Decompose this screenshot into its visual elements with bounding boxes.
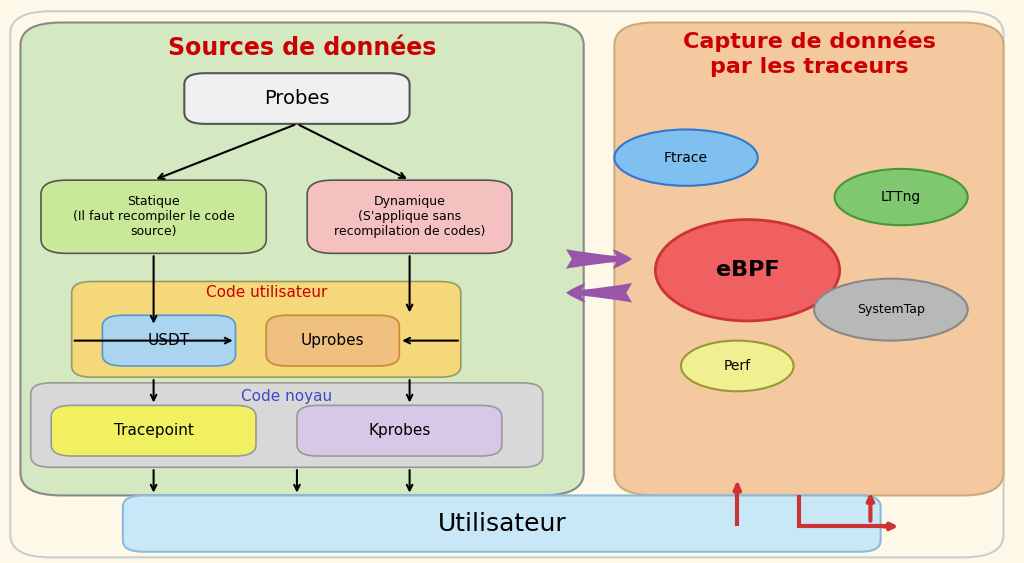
Text: Sources de données: Sources de données <box>168 36 436 60</box>
Text: Dynamique
(S'applique sans
recompilation de codes): Dynamique (S'applique sans recompilation… <box>334 195 485 238</box>
FancyBboxPatch shape <box>123 495 881 552</box>
FancyBboxPatch shape <box>297 405 502 456</box>
Text: Code utilisateur: Code utilisateur <box>206 285 327 300</box>
Text: Tracepoint: Tracepoint <box>114 423 194 438</box>
FancyBboxPatch shape <box>266 315 399 366</box>
FancyBboxPatch shape <box>102 315 236 366</box>
FancyBboxPatch shape <box>10 11 1004 557</box>
FancyBboxPatch shape <box>184 73 410 124</box>
FancyBboxPatch shape <box>31 383 543 467</box>
FancyBboxPatch shape <box>614 23 1004 495</box>
FancyBboxPatch shape <box>307 180 512 253</box>
Text: eBPF: eBPF <box>716 260 779 280</box>
FancyBboxPatch shape <box>72 282 461 377</box>
Text: SystemTap: SystemTap <box>857 303 925 316</box>
Ellipse shape <box>681 341 794 391</box>
Text: Kprobes: Kprobes <box>369 423 430 438</box>
Text: Statique
(Il faut recompiler le code
source): Statique (Il faut recompiler le code sou… <box>73 195 234 238</box>
Circle shape <box>655 220 840 321</box>
Ellipse shape <box>614 129 758 186</box>
Text: Uprobes: Uprobes <box>301 333 365 348</box>
Text: Perf: Perf <box>724 359 751 373</box>
Ellipse shape <box>835 169 968 225</box>
Text: USDT: USDT <box>147 333 190 348</box>
Text: Capture de données
par les traceurs: Capture de données par les traceurs <box>683 30 935 77</box>
FancyBboxPatch shape <box>41 180 266 253</box>
Text: Utilisateur: Utilisateur <box>437 512 566 535</box>
FancyBboxPatch shape <box>51 405 256 456</box>
Ellipse shape <box>814 279 968 341</box>
Text: Probes: Probes <box>264 89 330 108</box>
Text: Code noyau: Code noyau <box>242 390 332 404</box>
Text: Ftrace: Ftrace <box>665 151 708 164</box>
Text: LTTng: LTTng <box>881 190 922 204</box>
FancyBboxPatch shape <box>20 23 584 495</box>
